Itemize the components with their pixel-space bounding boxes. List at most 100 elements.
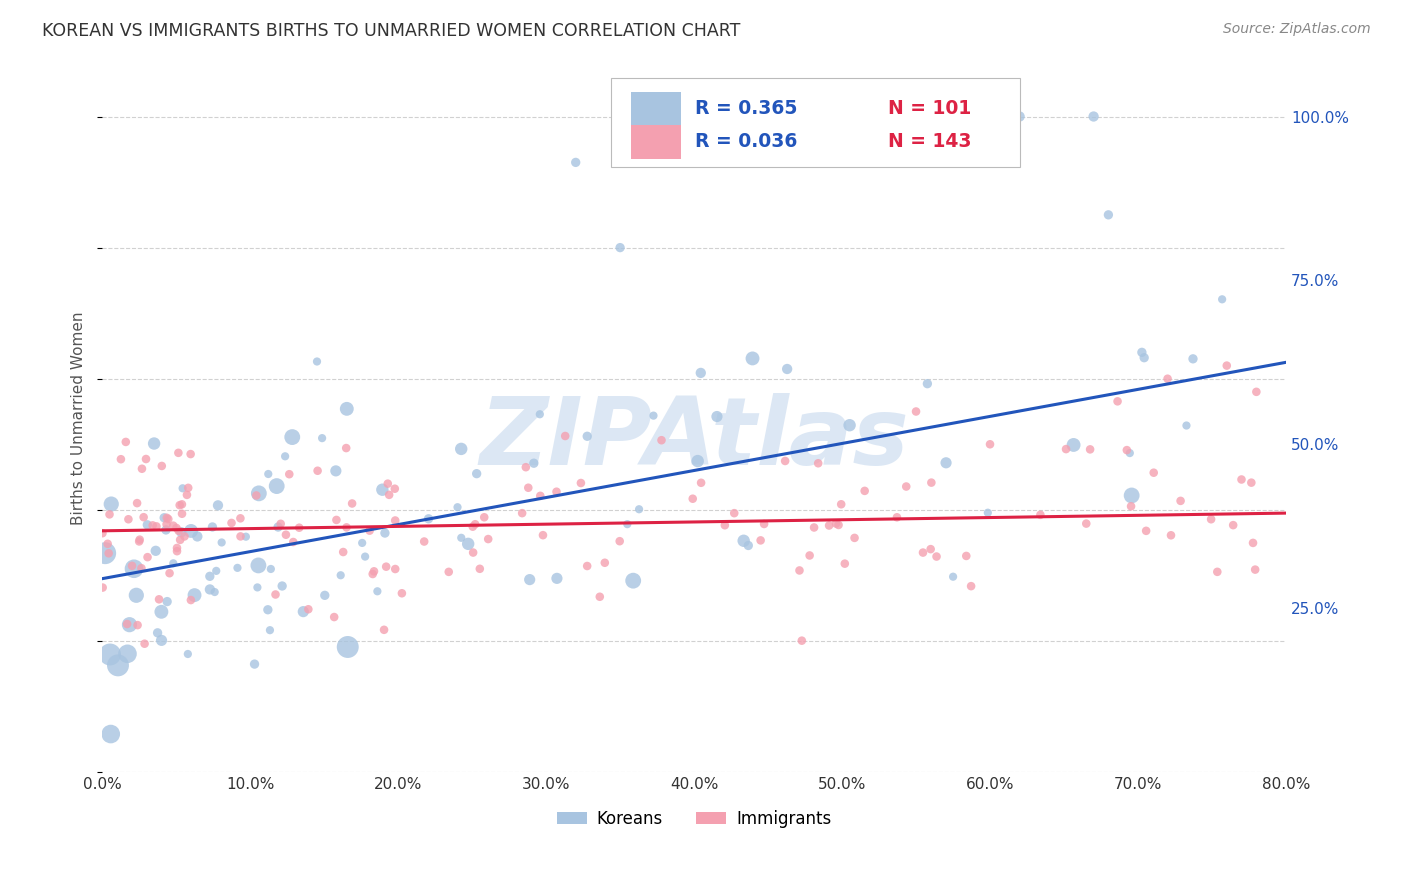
- Point: [264, 587, 287, 601]
- Point: [118, 617, 141, 632]
- Point: [1143, 466, 1166, 480]
- Point: [247, 486, 270, 500]
- Point: [226, 561, 249, 575]
- Point: [1133, 351, 1156, 365]
- Point: [204, 585, 226, 599]
- Point: [465, 467, 488, 481]
- Point: [100, 497, 122, 511]
- Point: [117, 512, 139, 526]
- Point: [150, 633, 173, 648]
- Text: R = 0.365: R = 0.365: [696, 99, 797, 118]
- Point: [229, 529, 252, 543]
- Point: [464, 517, 486, 532]
- Point: [131, 462, 153, 476]
- Point: [905, 404, 928, 418]
- Point: [706, 409, 728, 424]
- Point: [955, 549, 977, 563]
- Point: [773, 454, 796, 468]
- Text: R = 0.036: R = 0.036: [696, 132, 797, 152]
- Point: [807, 456, 830, 470]
- Point: [335, 441, 357, 455]
- Point: [391, 586, 413, 600]
- Point: [323, 610, 346, 624]
- Point: [162, 556, 184, 570]
- Point: [461, 519, 484, 533]
- Point: [162, 518, 184, 533]
- Point: [643, 409, 665, 423]
- Point: [170, 525, 193, 540]
- Point: [128, 534, 150, 549]
- Point: [176, 488, 198, 502]
- Point: [97, 537, 120, 551]
- Point: [128, 533, 150, 547]
- Point: [384, 514, 406, 528]
- Point: [1175, 418, 1198, 433]
- Point: [271, 579, 294, 593]
- Point: [150, 458, 173, 473]
- Point: [546, 484, 568, 499]
- Point: [472, 510, 495, 524]
- Point: [167, 446, 190, 460]
- Point: [1156, 372, 1178, 386]
- Point: [136, 550, 159, 565]
- Point: [1135, 524, 1157, 538]
- Point: [1230, 473, 1253, 487]
- Point: [180, 524, 202, 538]
- Point: [340, 496, 363, 510]
- Point: [229, 511, 252, 525]
- Point: [569, 475, 592, 490]
- Point: [515, 460, 537, 475]
- Point: [979, 437, 1001, 451]
- Point: [235, 530, 257, 544]
- Point: [377, 476, 399, 491]
- Point: [690, 475, 713, 490]
- Point: [110, 452, 132, 467]
- Point: [165, 521, 187, 535]
- Point: [143, 436, 166, 450]
- Point: [1222, 518, 1244, 533]
- Point: [266, 479, 288, 493]
- Point: [776, 362, 799, 376]
- Point: [682, 491, 704, 506]
- Point: [336, 401, 359, 416]
- Point: [146, 625, 169, 640]
- Point: [977, 506, 1000, 520]
- Point: [363, 565, 385, 579]
- Point: [749, 533, 772, 548]
- Point: [186, 529, 208, 543]
- Point: [98, 648, 121, 662]
- Point: [468, 562, 491, 576]
- Point: [609, 241, 631, 255]
- Point: [311, 431, 333, 445]
- Point: [361, 567, 384, 582]
- Point: [335, 520, 357, 534]
- Point: [314, 588, 336, 602]
- Point: [1121, 488, 1143, 502]
- Point: [278, 467, 301, 482]
- Point: [1160, 528, 1182, 542]
- Point: [198, 582, 221, 597]
- Point: [531, 528, 554, 542]
- Point: [686, 454, 709, 468]
- Text: N = 101: N = 101: [889, 99, 972, 118]
- Point: [247, 558, 270, 573]
- Point: [790, 633, 813, 648]
- Point: [1115, 443, 1137, 458]
- Point: [180, 593, 202, 607]
- Point: [1078, 442, 1101, 457]
- Point: [628, 502, 651, 516]
- Point: [274, 527, 297, 541]
- Point: [155, 517, 177, 532]
- Point: [1181, 351, 1204, 366]
- Point: [1241, 536, 1264, 550]
- Point: [373, 623, 395, 637]
- Point: [166, 541, 188, 555]
- Point: [827, 518, 849, 533]
- Point: [450, 531, 472, 545]
- Point: [136, 517, 159, 532]
- Point: [733, 533, 755, 548]
- Point: [142, 518, 165, 533]
- Point: [896, 479, 918, 493]
- Point: [510, 506, 533, 520]
- Point: [374, 526, 396, 541]
